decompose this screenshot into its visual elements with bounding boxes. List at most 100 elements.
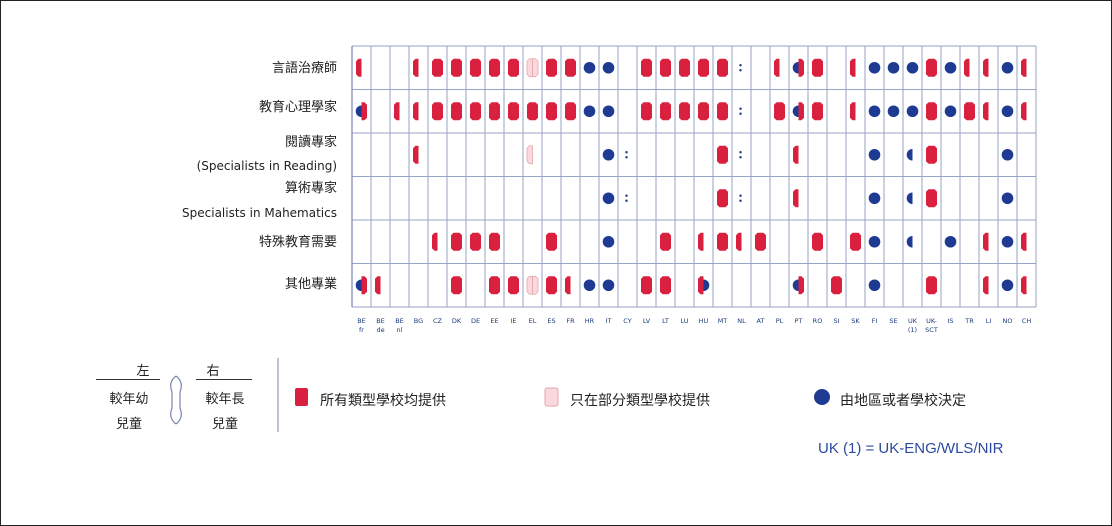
marker-all-schools	[546, 276, 552, 295]
country-code-label: LU	[680, 317, 688, 325]
marker-local-decision	[602, 192, 609, 205]
marker-local-decision	[1007, 61, 1014, 74]
marker-local-decision	[1007, 192, 1014, 205]
marker-all-schools	[489, 232, 495, 251]
marker-local-decision	[874, 279, 881, 292]
age-brace-left	[170, 375, 177, 425]
marker-some-schools	[526, 58, 533, 78]
marker-all-schools	[551, 58, 557, 77]
marker-local-decision	[874, 148, 881, 161]
marker-all-schools	[551, 232, 557, 251]
marker-all-schools	[470, 102, 476, 121]
na-dot	[625, 151, 628, 154]
marker-all-schools	[665, 58, 671, 77]
marker-all-schools	[1021, 232, 1027, 251]
marker-all-schools	[850, 58, 856, 77]
country-code-label: NL	[737, 317, 746, 325]
marker-all-schools	[456, 232, 462, 251]
na-dot	[739, 156, 742, 159]
marker-all-schools	[508, 102, 514, 121]
marker-all-schools	[703, 102, 709, 121]
country-code-label: SE	[889, 317, 897, 325]
country-code-label: LI	[986, 317, 992, 325]
legend-left-line2: 兒童	[115, 417, 142, 432]
marker-all-schools	[494, 276, 500, 295]
marker-local-decision	[602, 105, 609, 118]
marker-local-decision	[1001, 105, 1008, 118]
marker-local-decision	[906, 235, 913, 248]
marker-all-schools	[527, 102, 533, 121]
marker-all-schools	[831, 276, 837, 295]
country-code-label: HR	[585, 317, 595, 325]
marker-local-decision	[608, 279, 615, 292]
marker-all-schools	[470, 58, 476, 77]
marker-all-schools	[494, 102, 500, 121]
marker-all-schools	[698, 102, 704, 121]
country-code-label: CH	[1022, 317, 1032, 325]
country-code-label: BE	[376, 317, 385, 325]
legend-all-schools-label: 所有類型學校均提供	[320, 393, 446, 409]
marker-all-schools	[570, 102, 576, 121]
marker-all-schools	[475, 232, 481, 251]
country-code-label: DK	[452, 317, 462, 325]
marker-all-schools	[926, 276, 932, 295]
marker-all-schools	[717, 102, 723, 121]
marker-local-decision	[912, 61, 919, 74]
marker-all-schools	[722, 189, 728, 208]
marker-all-schools	[926, 189, 932, 208]
marker-all-schools	[931, 102, 937, 121]
marker-local-decision	[1001, 61, 1008, 74]
legend-left-rule	[96, 379, 160, 380]
marker-all-schools	[470, 232, 476, 251]
marker-all-schools	[456, 58, 462, 77]
marker-local-decision	[944, 61, 951, 74]
country-code-label: UK	[908, 317, 918, 325]
marker-all-schools	[983, 276, 989, 295]
marker-all-schools	[698, 58, 704, 77]
marker-all-schools	[413, 58, 419, 77]
marker-local-decision	[1001, 192, 1008, 205]
country-code-label: HU	[699, 317, 709, 325]
marker-all-schools	[931, 276, 937, 295]
marker-all-schools	[983, 58, 989, 77]
na-dot	[739, 64, 742, 67]
marker-all-schools	[489, 276, 495, 295]
country-code-label: AT	[757, 317, 765, 325]
country-code-label: BG	[414, 317, 423, 325]
marker-all-schools	[475, 102, 481, 121]
country-code-label: BE	[357, 317, 366, 325]
marker-all-schools	[926, 58, 932, 77]
marker-all-schools	[508, 276, 514, 295]
marker-all-schools	[413, 102, 419, 121]
legend-right-line1: 較年長	[205, 392, 245, 407]
marker-all-schools	[812, 102, 818, 121]
country-code-label: FR	[566, 317, 575, 325]
marker-all-schools	[513, 102, 519, 121]
marker-all-schools	[451, 232, 457, 251]
marker-local-decision	[1007, 105, 1014, 118]
marker-local-decision	[950, 105, 957, 118]
marker-all-schools	[684, 102, 690, 121]
marker-all-schools	[546, 102, 552, 121]
country-sub-label: nl	[397, 326, 403, 334]
marker-all-schools	[926, 145, 932, 164]
marker-all-schools	[494, 232, 500, 251]
marker-all-schools	[646, 58, 652, 77]
marker-local-decision	[583, 279, 590, 292]
marker-local-decision	[868, 61, 875, 74]
marker-all-schools	[660, 232, 666, 251]
marker-all-schools	[451, 58, 457, 77]
marker-all-schools	[798, 276, 804, 295]
marker-local-decision	[355, 105, 362, 118]
marker-all-schools	[798, 102, 804, 121]
marker-local-decision	[1001, 235, 1008, 248]
marker-local-decision	[602, 61, 609, 74]
marker-all-schools	[679, 58, 685, 77]
marker-local-decision	[1001, 148, 1008, 161]
marker-all-schools	[1021, 276, 1027, 295]
marker-all-schools	[565, 276, 571, 295]
row-label-other-professionals: 其他專業	[284, 277, 337, 292]
marker-all-schools	[665, 232, 671, 251]
uk-footnote: UK (1) = UK-ENG/WLS/NIR	[818, 440, 1004, 457]
marker-all-schools	[565, 58, 571, 77]
